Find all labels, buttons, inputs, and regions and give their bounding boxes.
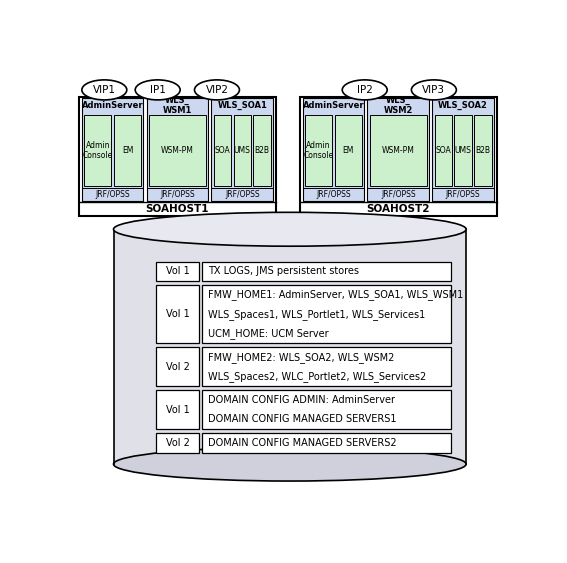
Bar [202,390,451,429]
Text: WLS_
WSM2: WLS_ WSM2 [384,96,413,115]
Text: Vol 1: Vol 1 [166,405,189,415]
Bar [156,433,199,453]
Text: WSM-PM: WSM-PM [161,146,194,155]
Bar [335,114,362,186]
Text: AdminServer: AdminServer [303,101,364,110]
Text: Admin
Console: Admin Console [303,141,334,160]
Text: VIP1: VIP1 [93,85,116,95]
Bar [156,390,199,429]
Bar [234,114,251,186]
Bar [202,262,451,281]
Text: Vol 1: Vol 1 [166,309,189,319]
Text: IP2: IP2 [357,85,373,95]
Bar [114,114,141,186]
Ellipse shape [412,80,456,100]
Ellipse shape [194,80,239,100]
Bar [305,114,332,186]
Ellipse shape [113,447,466,481]
Text: Vol 2: Vol 2 [166,362,189,372]
Bar [211,99,273,201]
Bar [454,114,472,186]
Bar [367,99,429,201]
Text: B2B: B2B [476,146,490,155]
Text: EM: EM [122,146,133,155]
Text: SOA: SOA [435,146,451,155]
Ellipse shape [342,80,387,100]
Text: WLS_
WSM1: WLS_ WSM1 [163,96,192,115]
Bar [156,347,199,386]
Bar [202,285,451,343]
Bar [303,99,365,201]
Text: IP1: IP1 [150,85,166,95]
Bar [202,433,451,453]
Ellipse shape [135,80,180,100]
Bar [474,114,492,186]
Bar [156,262,199,281]
Text: WSM-PM: WSM-PM [382,146,414,155]
Text: JRF/OPSS: JRF/OPSS [225,190,260,199]
Text: JRF/OPSS: JRF/OPSS [160,190,194,199]
Text: Vol 1: Vol 1 [166,266,189,276]
Text: DOMAIN CONFIG MANAGED SERVERS2: DOMAIN CONFIG MANAGED SERVERS2 [208,438,397,448]
Text: SOAHOST2: SOAHOST2 [366,204,430,215]
Text: VIP2: VIP2 [205,85,229,95]
Text: Vol 2: Vol 2 [166,438,189,448]
Text: FMW_HOME2: WLS_SOA2, WLS_WSM2: FMW_HOME2: WLS_SOA2, WLS_WSM2 [208,352,395,363]
Text: UMS: UMS [234,146,251,155]
Text: WLS_Spaces1, WLS_Portlet1, WLS_Services1: WLS_Spaces1, WLS_Portlet1, WLS_Services1 [208,309,425,320]
Bar [146,99,208,201]
Text: AdminServer: AdminServer [82,101,143,110]
Text: DOMAIN CONFIG MANAGED SERVERS1: DOMAIN CONFIG MANAGED SERVERS1 [208,414,396,425]
Text: DOMAIN CONFIG ADMIN: AdminServer: DOMAIN CONFIG ADMIN: AdminServer [208,395,395,405]
Text: Admin
Console: Admin Console [83,141,113,160]
Text: B2B: B2B [255,146,269,155]
Text: JRF/OPSS: JRF/OPSS [381,190,416,199]
Bar [370,114,427,186]
Bar [299,97,497,216]
Text: UCM_HOME: UCM Server: UCM_HOME: UCM Server [208,328,329,339]
Text: JRF/OPSS: JRF/OPSS [95,190,130,199]
Text: WLS_SOA1: WLS_SOA1 [217,101,267,110]
Bar [432,99,494,201]
Text: WLS_Spaces2, WLC_Portlet2, WLS_Services2: WLS_Spaces2, WLC_Portlet2, WLS_Services2 [208,371,426,382]
Bar [113,229,466,464]
Text: FMW_HOME1: AdminServer, WLS_SOA1, WLS_WSM1: FMW_HOME1: AdminServer, WLS_SOA1, WLS_WS… [208,289,463,300]
Bar [84,114,112,186]
Ellipse shape [113,212,466,246]
Text: JRF/OPSS: JRF/OPSS [446,190,480,199]
Bar [82,99,143,201]
Text: TX LOGS, JMS persistent stores: TX LOGS, JMS persistent stores [208,266,359,276]
Text: UMS: UMS [455,146,472,155]
Bar [202,347,451,386]
Bar [214,114,231,186]
Text: VIP3: VIP3 [422,85,446,95]
Text: WLS_SOA2: WLS_SOA2 [438,101,488,110]
Text: JRF/OPSS: JRF/OPSS [316,190,351,199]
Bar [253,114,271,186]
Ellipse shape [82,80,127,100]
Bar [79,97,276,216]
Bar [149,114,206,186]
Bar [156,285,199,343]
Text: SOA: SOA [214,146,230,155]
Bar [435,114,452,186]
Text: EM: EM [342,146,354,155]
Text: SOAHOST1: SOAHOST1 [146,204,209,215]
